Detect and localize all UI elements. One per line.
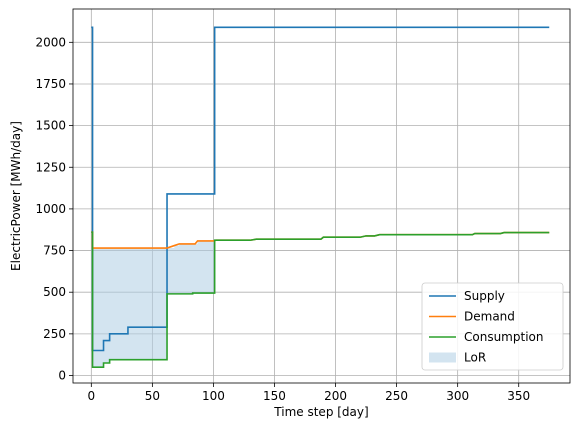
axis-ticks: 0 50 100 150 200 250 300 350 0 250 500 750 1000 1250 1… <box>35 35 530 403</box>
legend-label-lor: LoR <box>464 351 486 365</box>
legend-label-supply: Supply <box>464 289 505 303</box>
x-tick-label: 0 <box>87 389 95 403</box>
x-tick-label: 350 <box>507 389 530 403</box>
series-line-consumption <box>91 231 550 368</box>
y-tick-label: 1750 <box>35 77 66 91</box>
series-line-demand <box>91 231 550 249</box>
y-tick-label: 1250 <box>35 160 66 174</box>
legend-swatch-lor <box>429 352 456 363</box>
legend-label-consumption: Consumption <box>464 330 543 344</box>
x-axis-label: Time step [day] <box>273 405 368 419</box>
x-tick-label: 100 <box>202 389 225 403</box>
y-tick-label: 1500 <box>35 119 66 133</box>
y-tick-label: 750 <box>43 244 66 258</box>
y-tick-label: 1000 <box>35 202 66 216</box>
y-tick-label: 0 <box>58 369 66 383</box>
legend: Supply Demand Consumption LoR <box>421 282 564 371</box>
series-line-supply <box>91 26 550 352</box>
y-axis-label: ElectricPower [MWh/day] <box>9 121 23 271</box>
lor-fill-area <box>92 240 215 368</box>
x-tick-label: 250 <box>385 389 408 403</box>
legend-box <box>421 282 564 371</box>
y-tick-label: 2000 <box>35 35 66 49</box>
lor-fill-layer <box>92 240 215 368</box>
plot-frame <box>72 8 571 384</box>
y-tick-label: 500 <box>43 285 66 299</box>
series-layer <box>91 26 550 368</box>
x-tick-label: 150 <box>263 389 286 403</box>
x-tick-label: 50 <box>145 389 160 403</box>
y-tick-label: 250 <box>43 327 66 341</box>
x-tick-label: 300 <box>446 389 469 403</box>
x-tick-label: 200 <box>324 389 347 403</box>
legend-label-demand: Demand <box>464 310 515 324</box>
